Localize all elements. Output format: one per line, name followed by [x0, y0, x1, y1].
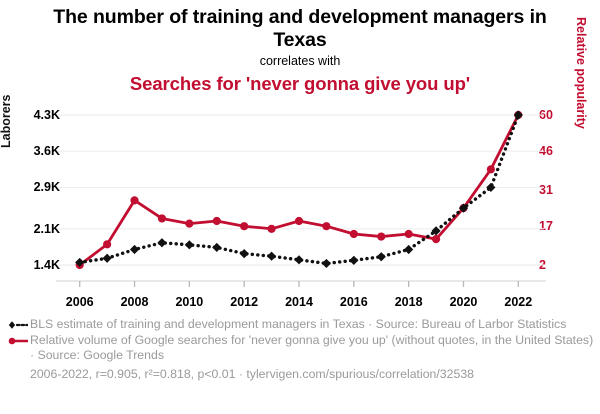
- x-tick-label: 2018: [394, 295, 423, 309]
- left-tick-label: 2.1K: [33, 221, 60, 236]
- legend-item-google: Relative volume of Google searches for '…: [8, 333, 600, 363]
- right-tick-label: 31: [539, 183, 553, 197]
- x-tick-label: 2010: [175, 295, 204, 309]
- x-tick-label: 2014: [285, 295, 313, 309]
- title-block: The number of training and development m…: [0, 0, 600, 94]
- x-tick-label: 2012: [230, 295, 259, 309]
- legend-label-google: Relative volume of Google searches for '…: [30, 333, 594, 362]
- left-tick-label: 1.4K: [33, 258, 60, 272]
- right-tick-label: 60: [539, 108, 553, 122]
- left-tick-label: 2.9K: [33, 180, 60, 195]
- black-diamond-dotted-icon: [8, 321, 28, 329]
- left-tick-label: 3.6K: [33, 144, 60, 159]
- red-circle-solid-icon: [8, 337, 28, 345]
- left-tick-label: 4.3K: [33, 108, 60, 122]
- title-connector: correlates with: [259, 54, 341, 69]
- chart-svg: [56, 110, 546, 287]
- right-tick-label: 46: [539, 144, 553, 159]
- x-tick-label: 2016: [339, 295, 368, 309]
- plot-area: [0, 103, 600, 295]
- x-tick-label: 2006: [65, 295, 94, 309]
- x-tick-label: 2022: [504, 295, 533, 309]
- legend-label-bls: BLS estimate of training and development…: [30, 317, 567, 331]
- chart-legend: BLS estimate of training and development…: [0, 317, 600, 382]
- footer-stats: 2006-2022, r=0.905, r²=0.818, p<0.01 · t…: [30, 367, 474, 381]
- page-title: The number of training and development m…: [53, 6, 547, 51]
- x-axis-ticks: 2006 2008 2010 2012 2014 2016 2018 2020 2022: [0, 295, 600, 317]
- x-tick-label: 2020: [449, 295, 478, 309]
- x-tick-label: 2008: [120, 295, 149, 309]
- left-axis-ticks: 1.4K 2.1K 2.9K 3.6K 4.3K: [18, 103, 60, 295]
- legend-item-bls: BLS estimate of training and development…: [8, 317, 600, 332]
- page-subtitle: Searches for 'never gonna give you up': [129, 72, 471, 94]
- right-tick-label: 17: [539, 219, 553, 234]
